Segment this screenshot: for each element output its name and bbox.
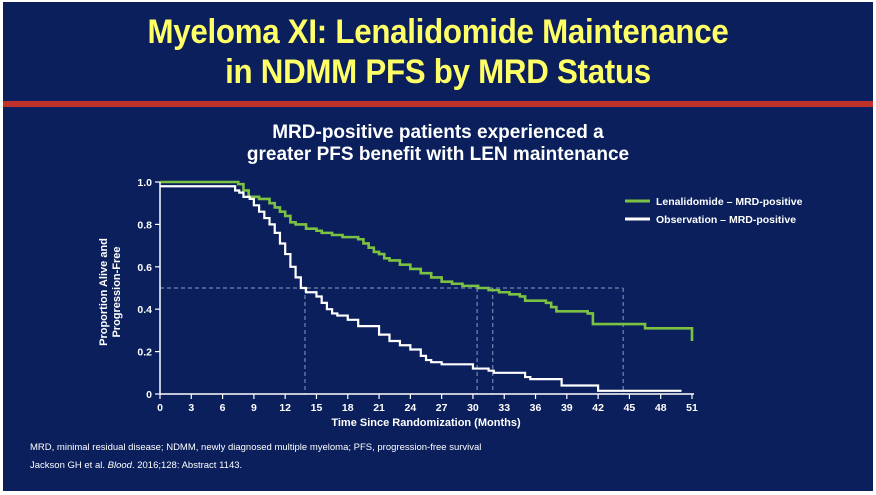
subtitle-line-2: greater PFS benefit with LEN maintenance [246, 144, 630, 165]
citation-author: Jackson GH et al. [30, 460, 108, 471]
x-axis-label: Time Since Randomization (Months) [331, 417, 521, 429]
x-tick-label: 33 [498, 402, 510, 414]
legend-label-lenalidomide: Lenalidomide – MRD-positive [656, 196, 803, 208]
legend-label-observation: Observation – MRD-positive [656, 214, 796, 226]
median-reference-lines [160, 287, 624, 394]
x-tick-label: 21 [373, 402, 385, 414]
slide-title: Myeloma XI: Lenalidomide Maintenance in … [38, 12, 838, 92]
chart-subtitle: MRD-positive patients experienced a grea… [3, 122, 873, 166]
y-tick-label: 0.8 [137, 219, 152, 231]
x-tick-label: 42 [592, 402, 604, 414]
title-line-1: Myeloma XI: Lenalidomide Maintenance [147, 13, 729, 51]
footnote-citation: Jackson GH et al. Blood. 2016;128: Abstr… [30, 460, 242, 472]
x-tick-label: 45 [624, 402, 636, 414]
y-axis-label-line-2: Progression-Free [111, 246, 123, 337]
x-tick-label: 6 [220, 402, 226, 414]
x-tick-label: 18 [342, 402, 354, 414]
km-chart: 00.20.40.60.81.00 3 6 9 12 15 18 21 24 27 30 33 36 39… [98, 177, 803, 429]
citation-journal: Blood [107, 460, 132, 471]
footnote-abbreviations: MRD, minimal residual disease; NDMM, new… [30, 442, 482, 453]
observation-curve [160, 185, 682, 392]
x-tick-label: 12 [279, 402, 291, 414]
slide: Myeloma XI: Lenalidomide Maintenance in … [3, 2, 873, 491]
survival-curves [160, 180, 694, 392]
lenalidomide-curve [160, 180, 694, 341]
y-tick-label: 0.6 [137, 262, 152, 274]
subtitle-line-1: MRD-positive patients experienced a [272, 122, 604, 143]
x-tick-label: 27 [436, 402, 448, 414]
x-tick-label: 9 [251, 402, 257, 414]
citation-details: . 2016;128: Abstract 1143. [131, 460, 243, 471]
y-tick-label: 0 [146, 389, 152, 401]
title-divider [3, 101, 873, 107]
x-tick-label: 48 [655, 402, 667, 414]
x-tick-label: 30 [467, 402, 479, 414]
x-tick-label: 24 [405, 402, 417, 414]
y-tick-label: 1.0 [137, 177, 152, 189]
x-tick-label: 3 [188, 402, 194, 414]
title-line-2: in NDMM PFS by MRD Status [225, 53, 651, 91]
x-tick-label: 0 [157, 402, 163, 414]
y-tick-label: 0.4 [137, 304, 152, 316]
x-tick-label: 36 [530, 402, 542, 414]
y-tick-label: 0.2 [137, 347, 152, 359]
x-tick-label: 39 [561, 402, 573, 414]
legend: Lenalidomide – MRD-positive Observation … [625, 196, 803, 226]
y-axis-label-line-1: Proportion Alive and [98, 238, 110, 346]
x-tick-label: 51 [686, 402, 698, 414]
chart-axes: 00.20.40.60.81.00 3 6 9 12 15 18 21 24 27 30 33 36 39… [137, 177, 698, 414]
x-tick-label: 15 [311, 402, 323, 414]
